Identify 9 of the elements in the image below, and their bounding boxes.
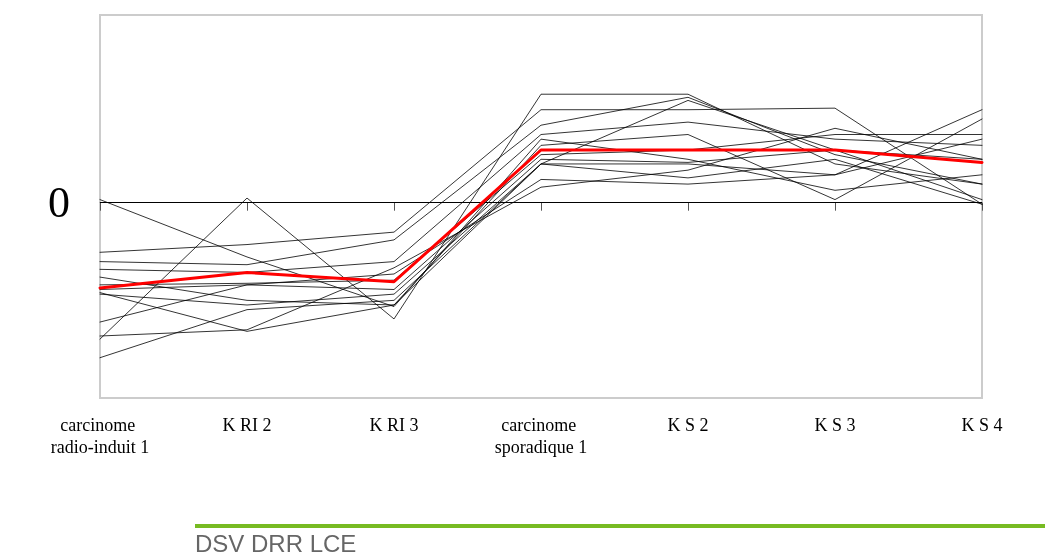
x-tick-label: K RI 3 bbox=[369, 415, 419, 435]
text: DSV DRR LCE bbox=[195, 529, 357, 557]
x-tick-label: carcinome radio-induit 1 bbox=[50, 415, 150, 457]
x-tick-label: carcinome sporadique 1 bbox=[494, 415, 588, 457]
ref-line-label: 0 bbox=[48, 178, 70, 228]
x-tick-label: K RI 2 bbox=[222, 415, 272, 435]
x-tick-label: K S 4 bbox=[961, 415, 1003, 435]
x-tick-label: K S 3 bbox=[814, 415, 856, 435]
x-tick-label: K S 2 bbox=[667, 415, 709, 435]
